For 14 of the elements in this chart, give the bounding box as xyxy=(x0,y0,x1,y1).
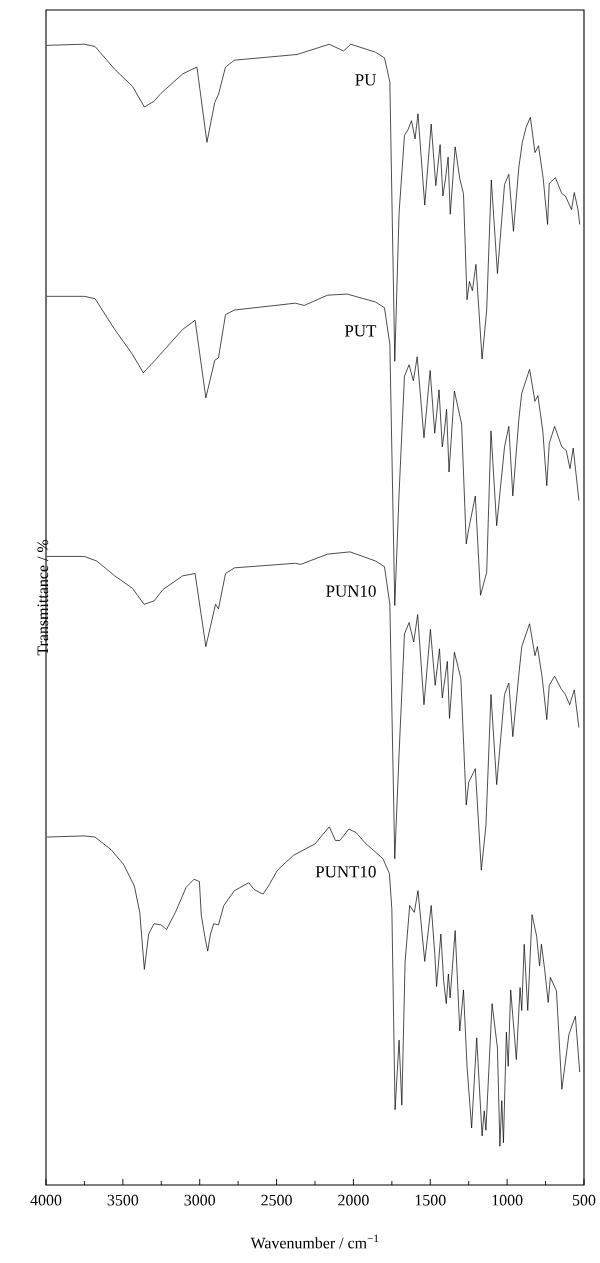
x-tick-label: 2000 xyxy=(338,1194,369,1206)
x-tick-label: 2500 xyxy=(261,1194,292,1206)
y-axis-title: Transmittance / % xyxy=(37,539,49,656)
x-tick-label: 1500 xyxy=(415,1194,446,1206)
x-tick-label: 500 xyxy=(572,1194,596,1206)
series-label: PUT xyxy=(344,325,377,337)
x-axis-title: Wavenumber / cm$^{−1}$ xyxy=(250,1234,379,1249)
series-label: PUNT10 xyxy=(315,866,376,878)
series-label: PU xyxy=(355,74,377,86)
x-tick-label: 3000 xyxy=(184,1194,216,1206)
x-tick-label: 1000 xyxy=(492,1194,523,1206)
x-tick-label: 3500 xyxy=(107,1194,139,1206)
series-label: PUN10 xyxy=(326,585,376,597)
x-tick-label: 4000 xyxy=(30,1194,62,1206)
